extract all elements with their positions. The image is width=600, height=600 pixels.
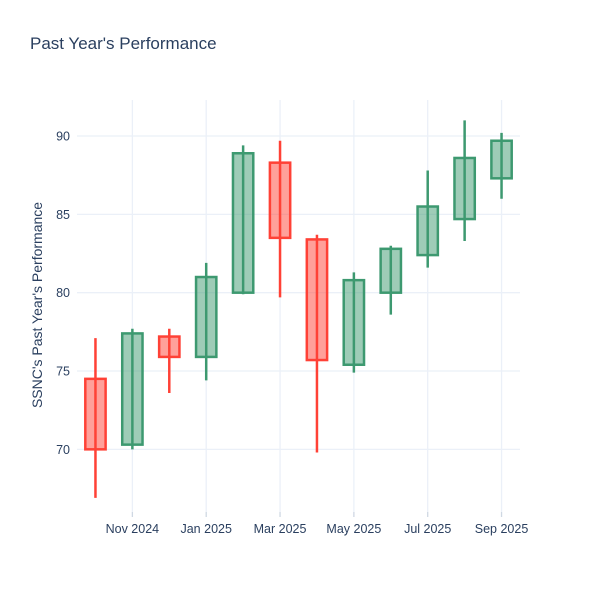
candle-sep-2025[interactable] — [490, 132, 513, 199]
candle-body — [490, 139, 513, 180]
candle-body — [342, 278, 366, 366]
candle-body — [268, 161, 292, 240]
candle-body — [231, 152, 255, 294]
candle-oct-2024[interactable] — [84, 338, 107, 498]
x-tick-label: Jul 2025 — [404, 522, 451, 536]
candle-apr-2025[interactable] — [305, 234, 329, 453]
candle-body — [379, 247, 403, 294]
candle-feb-2025[interactable] — [231, 145, 255, 295]
candle-body — [305, 238, 329, 362]
candle-jul-2025[interactable] — [416, 170, 440, 268]
y-tick-label: 80 — [56, 286, 70, 300]
x-tick-label: Mar 2025 — [254, 522, 307, 536]
y-tick-label: 70 — [56, 443, 70, 457]
candle-nov-2024[interactable] — [120, 328, 144, 450]
candle-may-2025[interactable] — [342, 272, 366, 373]
candle-jun-2025[interactable] — [379, 245, 403, 315]
chart-title: Past Year's Performance — [30, 34, 217, 53]
y-tick-label: 85 — [56, 208, 70, 222]
candle-body — [453, 156, 477, 221]
x-tick-label: Nov 2024 — [106, 522, 160, 536]
candle-body — [84, 377, 107, 451]
candle-aug-2025[interactable] — [453, 120, 477, 241]
x-tick-label: Sep 2025 — [475, 522, 529, 536]
candle-body — [120, 332, 144, 446]
candle-body — [416, 205, 440, 257]
x-tick-label: May 2025 — [326, 522, 381, 536]
x-tick-label: Jan 2025 — [180, 522, 231, 536]
candle-jan-2025[interactable] — [194, 262, 218, 381]
candle-body — [194, 275, 218, 359]
y-tick-label: 90 — [56, 130, 70, 144]
candle-mar-2025[interactable] — [268, 140, 292, 298]
y-tick-label: 75 — [56, 365, 70, 379]
candle-dec-2024[interactable] — [157, 328, 181, 393]
candle-body — [157, 335, 181, 359]
